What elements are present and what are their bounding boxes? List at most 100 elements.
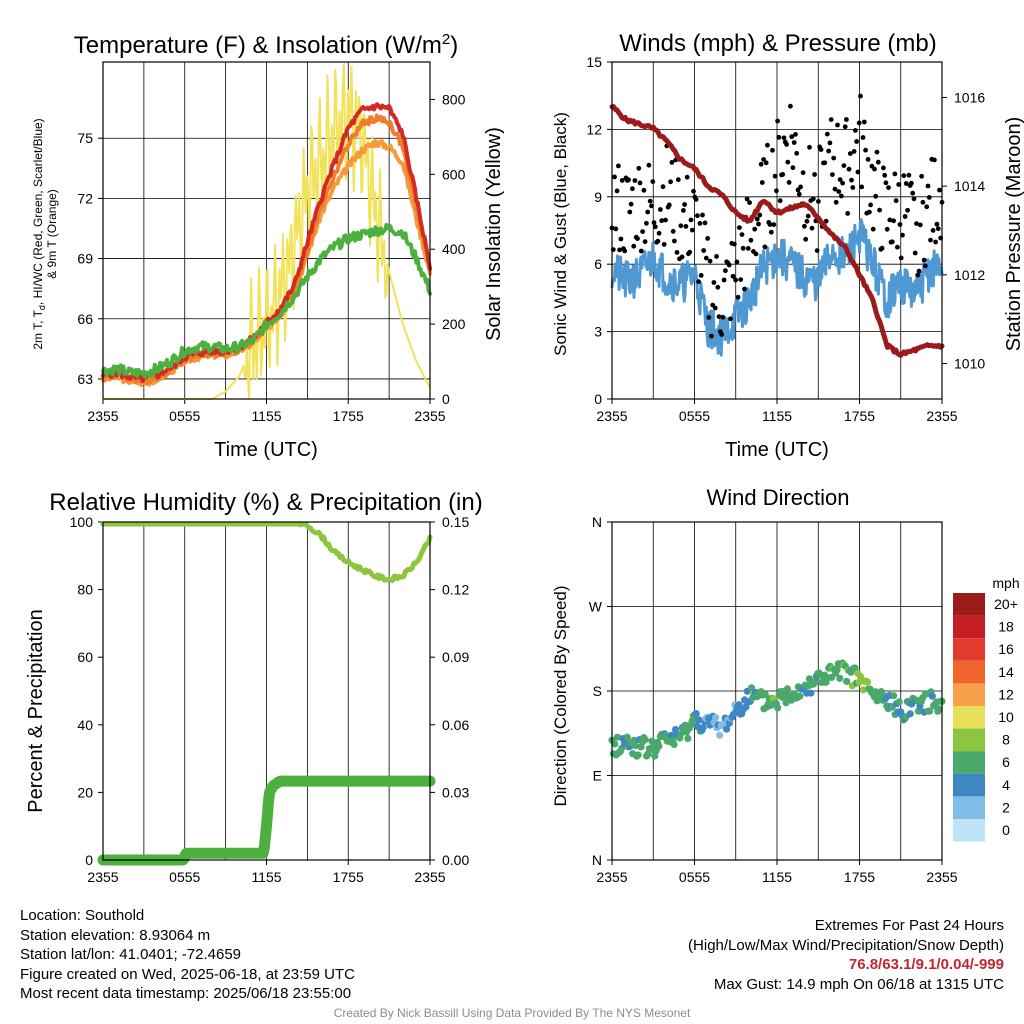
legend-label: 10 [998, 709, 1014, 725]
gust-point [745, 246, 751, 251]
legend-label: 12 [998, 686, 1014, 702]
gust-point [812, 172, 817, 177]
gust-point [626, 177, 631, 183]
gust-point [770, 147, 775, 153]
winds-ytick-label: 3 [594, 324, 602, 340]
gust-point [905, 207, 910, 213]
humidity-y2tick-label: 0.00 [442, 852, 469, 868]
gust-point [824, 131, 830, 137]
gust-point [898, 255, 904, 261]
gust-point [776, 134, 782, 140]
ylabel-part: , HI/WC (Red, Green, Scarlet/Blue) [31, 118, 45, 305]
gust-point [860, 135, 866, 140]
gust-point [707, 258, 713, 264]
humidity-ytick-label: 40 [77, 717, 93, 733]
gust-point [916, 268, 922, 274]
gust-point [754, 216, 760, 222]
winds-xtick-label: 2355 [596, 408, 627, 424]
gust-point [720, 314, 726, 320]
temperature-panel: 63 66 69 72 75 0 200 400 600 800 2355 0555 1155 1755 2… [31, 31, 505, 461]
gust-point [696, 279, 701, 285]
gust-point [705, 236, 710, 241]
gust-point [796, 191, 802, 197]
gust-point [660, 184, 666, 190]
gust-point [761, 157, 766, 162]
gust-point [791, 140, 797, 145]
station-pressure-line [609, 104, 945, 358]
gust-point [909, 180, 914, 186]
direction-point [895, 698, 903, 706]
legend-swatch [953, 660, 985, 684]
legend-label: 14 [998, 664, 1014, 680]
gust-point [841, 163, 847, 169]
gust-point [900, 232, 905, 238]
gust-point [891, 218, 896, 224]
gust-point [867, 209, 872, 215]
gust-point [863, 147, 868, 153]
sonic-wind-line [610, 218, 944, 357]
winds-ytick-label: 0 [594, 391, 602, 407]
gust-point [774, 188, 779, 194]
direction-point [684, 734, 692, 743]
direction-xtick-label: 1155 [762, 869, 792, 885]
humidity-y2tick-label: 0.12 [442, 582, 469, 598]
gust-point [906, 172, 912, 178]
gust-point [735, 294, 741, 300]
gust-point [681, 208, 686, 213]
gust-point [868, 202, 873, 208]
humidity-ytick-label: 20 [77, 784, 93, 800]
direction-xtick-label: 2355 [926, 869, 957, 885]
gust-point [612, 174, 617, 180]
humidity-ytick-label: 80 [77, 582, 93, 598]
gust-point [758, 161, 764, 167]
direction-point [928, 692, 936, 700]
temperature-frame [102, 61, 431, 400]
gust-point [734, 259, 740, 265]
station-info: Location: Southold Station elevation: 8.… [20, 906, 355, 1004]
gust-point [698, 273, 704, 278]
gust-point [911, 196, 917, 202]
temperature-xtick-label: 1155 [251, 408, 281, 424]
gust-point [914, 221, 919, 227]
gust-point [716, 314, 722, 319]
direction-ytick-label: E [593, 768, 602, 784]
direction-ylabel: Direction (Colored By Speed) [551, 585, 570, 806]
gust-point [763, 160, 769, 166]
humidity-ytick-label: 100 [70, 514, 94, 530]
humidity-y2tick-label: 0.03 [442, 784, 469, 800]
gust-point [874, 149, 880, 155]
recent-data-text: Most recent data timestamp: 2025/06/18 2… [20, 985, 352, 1002]
gust-point [693, 197, 699, 202]
temperature-ytick-label: 69 [77, 251, 93, 267]
temperature-ylabel-line1: 2m T, Td, HI/WC (Red, Green, Scarlet/Blu… [31, 118, 47, 349]
gust-point [850, 185, 856, 190]
gust-point [781, 135, 787, 141]
gust-point [879, 245, 885, 251]
winds-ytick-label: 9 [594, 189, 602, 205]
gust-point [700, 212, 705, 218]
temperature-xtick-label: 2355 [414, 408, 445, 424]
temperature-xtick-label: 2355 [87, 408, 118, 424]
gust-point [870, 226, 876, 232]
gust-point [833, 199, 839, 205]
gust-point [669, 160, 675, 165]
gust-point [775, 118, 780, 124]
location-text: Location: Southold [20, 907, 145, 924]
direction-xtick-label: 2355 [596, 869, 627, 885]
gust-point [627, 209, 633, 215]
gust-point [882, 172, 888, 178]
gust-point [728, 316, 733, 322]
gust-point [748, 237, 754, 243]
gust-point [652, 224, 658, 230]
gust-point [892, 171, 898, 177]
gust-point [921, 257, 927, 263]
gust-point [640, 229, 645, 235]
temperature-y2tick-label: 800 [442, 91, 466, 107]
winds-title: Winds (mph) & Pressure (mb) [619, 30, 936, 57]
gust-point [875, 159, 881, 165]
legend-swatch [953, 593, 985, 616]
legend-swatch [953, 819, 985, 842]
direction-point [873, 697, 881, 705]
gust-point [703, 255, 709, 261]
